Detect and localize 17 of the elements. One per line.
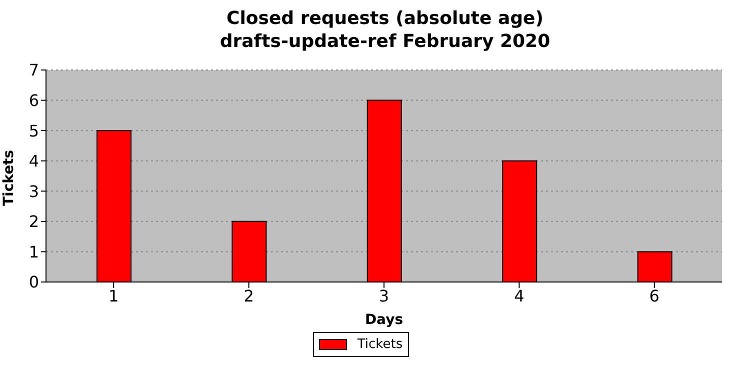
y-tick-label: 3 — [28, 182, 39, 201]
y-tick-label: 2 — [28, 212, 39, 232]
x-tick-label: 1 — [108, 286, 119, 306]
x-tick-label: 6 — [649, 286, 660, 306]
y-tick-label: 4 — [28, 152, 39, 171]
x-tick-label: 4 — [514, 286, 524, 306]
x-tick-label: 2 — [244, 286, 254, 306]
x-axis-title: Days — [364, 312, 404, 328]
y-tick-label: 0 — [28, 272, 39, 292]
x-tick-label: 3 — [378, 286, 390, 306]
chart-title: Closed requests (absolute age) drafts-update-ref February 2020 — [218, 7, 552, 53]
y-tick-label: 6 — [28, 90, 39, 110]
y-tick-label: 5 — [28, 121, 39, 140]
legend-label: Tickets — [356, 337, 403, 352]
y-tick-label: 7 — [28, 60, 39, 80]
y-axis-title: Tickets — [0, 150, 17, 206]
y-tick-label: 1 — [28, 242, 39, 262]
